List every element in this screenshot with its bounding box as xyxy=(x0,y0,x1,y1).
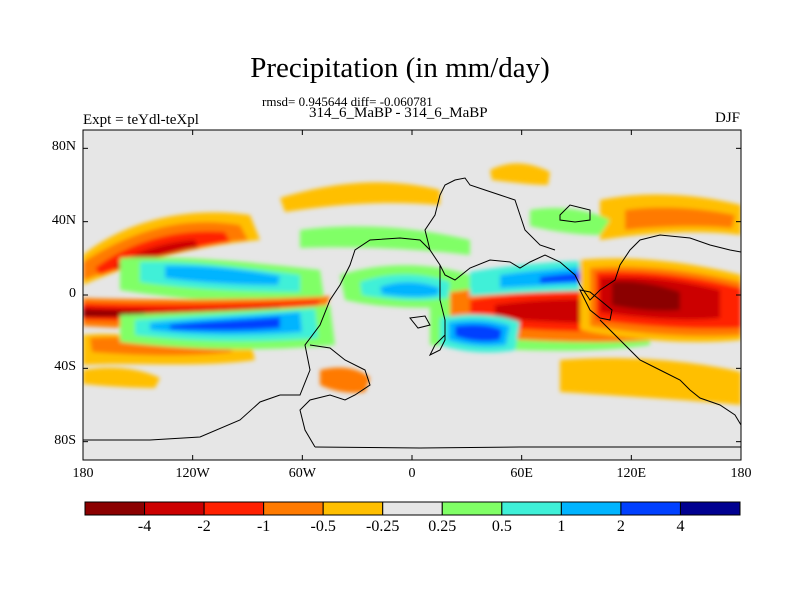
experiment-label: Expt = teYdl-teXpl xyxy=(83,112,199,128)
colorbar-label: -0.5 xyxy=(310,518,336,535)
x-tick-label: 120W xyxy=(175,466,210,481)
colorbar-swatch xyxy=(144,501,205,516)
colorbar-swatch xyxy=(382,501,443,516)
contour-region xyxy=(165,265,280,285)
colorbar-swatch xyxy=(263,501,324,516)
coastline xyxy=(579,289,613,321)
colorbar-label: -1 xyxy=(256,518,271,535)
contour-fill-layer xyxy=(83,163,741,405)
x-tick-label: 0 xyxy=(408,466,416,481)
coastline xyxy=(428,265,446,357)
chart-subtitle: 314_6_MaBP - 314_6_MaBP xyxy=(309,105,488,121)
contour-region xyxy=(490,163,550,185)
coastline xyxy=(424,177,556,251)
x-tick-label: 180 xyxy=(730,466,752,481)
contour-region xyxy=(170,317,280,331)
colorbar-swatch xyxy=(322,501,384,516)
coastline-layer xyxy=(83,177,741,450)
colorbar-label: 0.25 xyxy=(428,518,457,535)
coastline xyxy=(559,204,591,223)
colorbar-swatch xyxy=(620,501,681,516)
colorbar-swatch xyxy=(560,501,622,516)
contour-region xyxy=(455,324,502,342)
x-tick-label: 60E xyxy=(510,466,533,481)
colorbar-label: -0.25 xyxy=(366,518,400,535)
colorbar-swatch xyxy=(441,501,503,516)
contour-region xyxy=(560,358,741,405)
coastline xyxy=(299,344,371,448)
stats-line: rmsd= 0.945644 diff= -0.060781 xyxy=(262,94,433,109)
y-tick-label: 40S xyxy=(54,359,76,375)
colorbar-label: 1 xyxy=(557,518,566,535)
colorbar-label: 0.5 xyxy=(491,518,512,535)
x-tick-label: 180 xyxy=(72,466,94,481)
contour-region xyxy=(625,207,735,230)
y-tick-label: 80S xyxy=(54,432,76,448)
coastline xyxy=(280,234,741,396)
contour-region xyxy=(280,182,440,212)
chart-title: Precipitation (in mm/day) xyxy=(250,52,550,84)
colorbar-label: -4 xyxy=(137,518,152,535)
contour-region xyxy=(612,281,680,311)
coastline xyxy=(83,394,281,441)
coastline xyxy=(314,446,741,449)
colorbar-label: 4 xyxy=(676,518,685,535)
colorbar xyxy=(84,501,741,516)
y-tick-label: 0 xyxy=(69,286,76,301)
colorbar-label: -2 xyxy=(197,518,211,535)
colorbar-swatch xyxy=(84,501,146,516)
contour-region xyxy=(83,367,160,388)
x-tick-label: 120E xyxy=(616,466,647,481)
colorbar-swatch xyxy=(679,501,741,516)
colorbar-label: 2 xyxy=(616,518,625,535)
contour-region xyxy=(380,282,440,297)
season-label: DJF xyxy=(714,110,740,126)
y-tick-label: 40N xyxy=(51,212,76,228)
coastline xyxy=(409,315,431,329)
axis-ticks xyxy=(82,130,742,460)
y-tick-label: 80N xyxy=(51,139,76,155)
contour-region xyxy=(320,367,370,393)
coastline xyxy=(599,319,741,450)
x-tick-label: 60W xyxy=(288,466,316,481)
colorbar-swatch xyxy=(203,501,265,516)
colorbar-swatch xyxy=(501,501,562,516)
